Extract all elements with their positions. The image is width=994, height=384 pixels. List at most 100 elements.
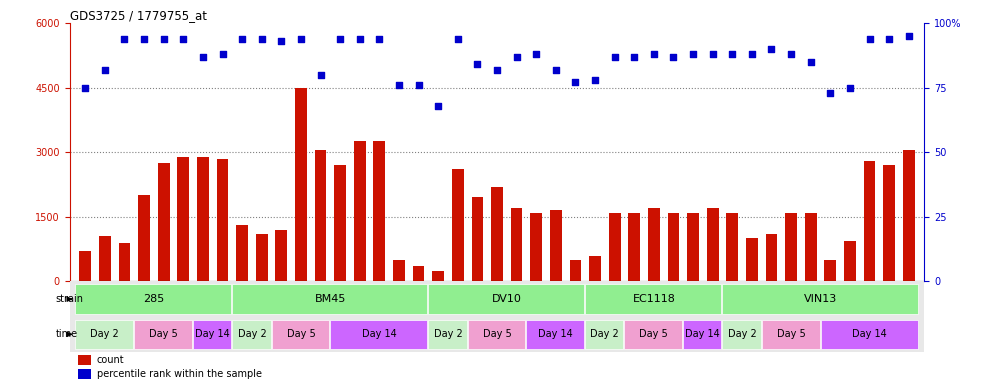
- Bar: [118, 243, 130, 281]
- Bar: [315, 150, 326, 281]
- Bar: [295, 88, 307, 281]
- Bar: [99, 236, 110, 281]
- Point: [606, 53, 622, 60]
- Text: count: count: [97, 355, 124, 365]
- Text: Day 5: Day 5: [149, 329, 178, 339]
- Bar: [374, 141, 386, 281]
- Bar: [255, 234, 267, 281]
- Point: [235, 35, 250, 41]
- Point: [469, 61, 485, 68]
- Bar: [233, 319, 270, 349]
- Point: [391, 82, 407, 88]
- Point: [332, 35, 348, 41]
- Text: Day 14: Day 14: [362, 329, 397, 339]
- Bar: [824, 260, 836, 281]
- Bar: [432, 271, 444, 281]
- Bar: [511, 208, 523, 281]
- Bar: [746, 238, 757, 281]
- Bar: [550, 210, 562, 281]
- Bar: [531, 213, 542, 281]
- Bar: [428, 284, 584, 314]
- Text: EC1118: EC1118: [632, 294, 675, 304]
- Bar: [393, 260, 405, 281]
- Point: [215, 51, 231, 57]
- Point: [744, 51, 759, 57]
- Bar: [275, 230, 287, 281]
- Point: [587, 77, 603, 83]
- Text: Day 5: Day 5: [639, 329, 668, 339]
- Point: [352, 35, 368, 41]
- Point: [725, 51, 741, 57]
- Point: [901, 33, 916, 39]
- Point: [842, 84, 858, 91]
- Bar: [79, 369, 91, 379]
- Bar: [884, 165, 895, 281]
- Point: [822, 90, 838, 96]
- Bar: [765, 234, 777, 281]
- Point: [372, 35, 388, 41]
- Bar: [76, 319, 133, 349]
- Text: GDS3725 / 1779755_at: GDS3725 / 1779755_at: [70, 9, 207, 22]
- Bar: [624, 319, 682, 349]
- Bar: [723, 284, 917, 314]
- Bar: [413, 266, 424, 281]
- Point: [450, 35, 466, 41]
- Point: [411, 82, 426, 88]
- Bar: [761, 319, 819, 349]
- Bar: [271, 319, 329, 349]
- Point: [430, 103, 446, 109]
- Text: 285: 285: [143, 294, 165, 304]
- Bar: [428, 319, 466, 349]
- Text: Day 5: Day 5: [483, 329, 511, 339]
- Bar: [864, 161, 876, 281]
- Bar: [589, 256, 601, 281]
- Bar: [237, 225, 248, 281]
- Bar: [76, 284, 232, 314]
- Point: [568, 79, 583, 86]
- Bar: [727, 213, 739, 281]
- Bar: [585, 284, 722, 314]
- Bar: [354, 141, 366, 281]
- Text: percentile rank within the sample: percentile rank within the sample: [97, 369, 262, 379]
- Bar: [79, 355, 91, 365]
- Text: Day 14: Day 14: [852, 329, 887, 339]
- Bar: [683, 319, 722, 349]
- Point: [195, 53, 211, 60]
- Bar: [527, 319, 584, 349]
- Point: [293, 35, 309, 41]
- Text: DV10: DV10: [492, 294, 522, 304]
- Text: Day 2: Day 2: [433, 329, 462, 339]
- Point: [97, 66, 113, 73]
- Bar: [158, 163, 170, 281]
- Point: [273, 38, 289, 44]
- Text: Day 14: Day 14: [196, 329, 230, 339]
- Point: [666, 53, 682, 60]
- Bar: [330, 319, 427, 349]
- Bar: [193, 319, 232, 349]
- Bar: [233, 284, 427, 314]
- Bar: [785, 213, 797, 281]
- Bar: [585, 319, 623, 349]
- Text: BM45: BM45: [315, 294, 346, 304]
- Point: [156, 35, 172, 41]
- Bar: [628, 213, 640, 281]
- Bar: [608, 213, 620, 281]
- Point: [646, 51, 662, 57]
- Bar: [467, 319, 526, 349]
- Text: time: time: [56, 329, 78, 339]
- Text: Day 5: Day 5: [286, 329, 315, 339]
- Point: [803, 59, 819, 65]
- Bar: [903, 150, 914, 281]
- Point: [705, 51, 721, 57]
- Text: Day 14: Day 14: [539, 329, 574, 339]
- Text: strain: strain: [56, 294, 83, 304]
- Text: Day 2: Day 2: [590, 329, 619, 339]
- Bar: [471, 197, 483, 281]
- Bar: [820, 319, 917, 349]
- Point: [881, 35, 897, 41]
- Bar: [491, 187, 503, 281]
- Point: [136, 35, 152, 41]
- Text: Day 14: Day 14: [686, 329, 721, 339]
- Bar: [138, 195, 150, 281]
- Point: [763, 46, 779, 52]
